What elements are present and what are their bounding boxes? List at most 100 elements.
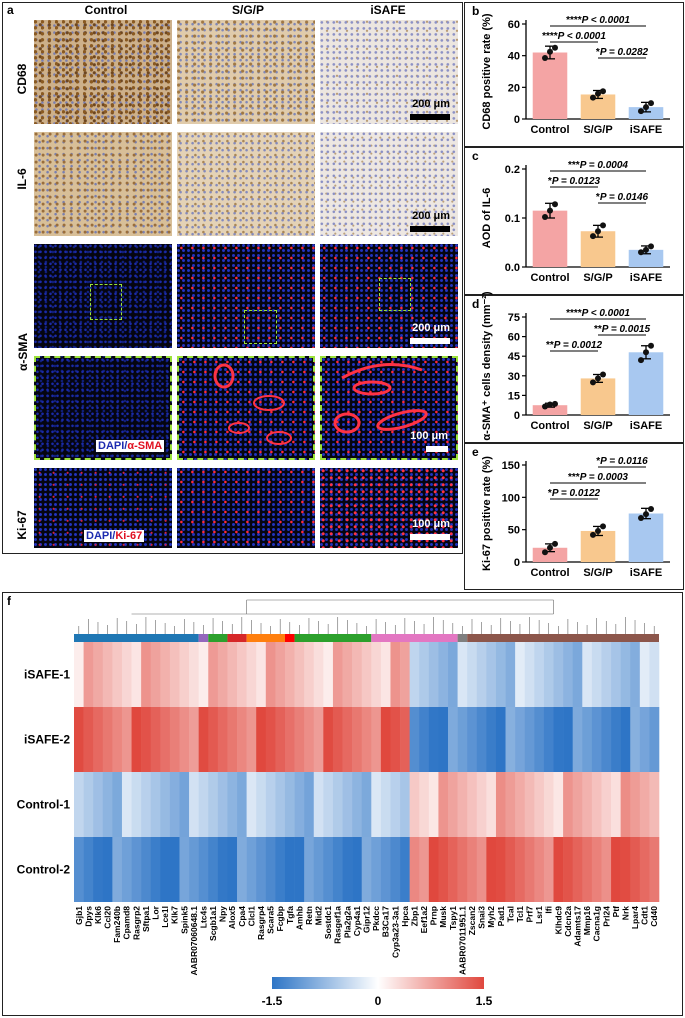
panel-label-b: b — [472, 4, 479, 18]
legend-asma-text: α-SMA — [127, 440, 163, 452]
data-point-e — [542, 549, 548, 556]
heatmap-column-label: Prf7 — [525, 906, 535, 923]
heatmap-column-label: Ltc4s — [198, 906, 208, 928]
scale-label-il6: 200 μm — [412, 210, 450, 222]
heatmap-cell — [93, 707, 104, 772]
heatmap-cell — [476, 772, 487, 837]
heatmap-cell — [361, 707, 372, 772]
heatmap-cell — [237, 772, 247, 837]
bar-d-1 — [580, 378, 616, 415]
heatmap-cell — [582, 642, 593, 707]
heatmap-cell — [409, 772, 420, 837]
heatmap-column-label: Lor — [151, 905, 161, 919]
heatmap-cell — [179, 772, 190, 837]
data-point-e — [638, 515, 644, 522]
heatmap-column-label: Npy — [218, 906, 228, 922]
scale-bar-ki67 — [410, 534, 450, 540]
heatmap-column-label: Gipr12 — [362, 906, 372, 933]
heatmap-cell — [371, 707, 382, 772]
data-point-e — [643, 511, 649, 518]
heatmap-cell — [495, 837, 506, 902]
heatmap-cell — [630, 772, 641, 837]
data-point-b — [638, 108, 644, 115]
heatmap-column-label: AABR07011951.1 — [457, 906, 467, 975]
cluster-bar — [246, 634, 285, 642]
heatmap-cell — [553, 642, 564, 707]
heatmap-column-label: Lce1l — [160, 906, 170, 928]
heatmap-cell — [208, 707, 219, 772]
significance-label-e: *P = 0.0116 — [596, 456, 648, 467]
heatmap-cell — [380, 707, 391, 772]
panel-a-frame — [2, 2, 463, 554]
x-tick-label-d: Control — [530, 420, 569, 432]
heatmap-cell — [505, 707, 516, 772]
vessel-overlay-sgp — [213, 363, 292, 445]
scale-label-asma-overview: 200 μm — [412, 322, 450, 334]
chart-panel-e: e 0 50 100 150 Ki-67 positive rate (%) Control… — [464, 443, 684, 590]
data-point-b — [552, 44, 558, 51]
heatmap-cell — [275, 707, 286, 772]
heatmap-cell — [198, 837, 209, 902]
significance-label-c: *P = 0.0146 — [596, 192, 649, 203]
heatmap-cell — [160, 772, 171, 837]
bar-b-0 — [532, 52, 568, 119]
heatmap-cell — [630, 642, 641, 707]
heatmap-cell — [189, 772, 199, 837]
data-point-d — [542, 403, 548, 410]
heatmap-column-label: Prl24 — [601, 906, 611, 927]
heatmap-column-label: Hpca — [400, 906, 410, 927]
heatmap-cell — [563, 642, 573, 707]
heatmap-cell — [601, 772, 612, 837]
heatmap-column-label: Cyp3a23-3a1 — [390, 906, 400, 958]
significance-label-b: ****P < 0.0001 — [542, 31, 606, 42]
heatmap-column-label: Clcl1 — [246, 906, 256, 927]
data-point-e — [648, 505, 654, 512]
heatmap-cell — [227, 707, 238, 772]
heatmap-cell — [169, 772, 180, 837]
heatmap-cell — [304, 642, 315, 707]
heatmap-column-label: Tcal — [505, 906, 515, 922]
chart-frame-d — [464, 295, 684, 443]
scale-label-asma-zoom: 100 μm — [410, 430, 448, 442]
heatmap-cell — [361, 642, 372, 707]
bar-e-2 — [628, 513, 664, 562]
heatmap-cell — [601, 837, 612, 902]
heatmap-cell — [563, 772, 573, 837]
y-tick-label-e: 100 — [502, 492, 520, 504]
heatmap-cell — [390, 837, 401, 902]
heatmap-cell — [400, 837, 410, 902]
scale-bar-asma-overview — [410, 338, 450, 344]
data-point-e — [600, 523, 606, 530]
heatmap-cell — [601, 707, 612, 772]
heatmap-cell — [601, 642, 612, 707]
heatmap-cell — [121, 642, 132, 707]
heatmap-cell — [543, 837, 554, 902]
heatmap-cell — [438, 642, 449, 707]
y-axis-label-b: CD68 positive rate (%) — [481, 13, 493, 129]
heatmap-cell — [237, 707, 247, 772]
y-tick-label-d: 60 — [508, 332, 520, 344]
x-tick-label-b: S/G/P — [583, 124, 612, 136]
bar-d-0 — [532, 405, 568, 415]
chart-frame-c — [464, 147, 684, 295]
heatmap-column-label: Cpamd8 — [122, 906, 132, 940]
heatmap-cell — [611, 642, 621, 707]
heatmap-cell — [553, 837, 564, 902]
heatmap-cell — [630, 707, 641, 772]
y-axis-label-c: AOD of IL-6 — [481, 188, 493, 249]
legend-dapi-text: DAPI/ — [98, 440, 128, 452]
heatmap-row-label: iSAFE-1 — [24, 668, 70, 682]
x-tick-label-c: iSAFE — [630, 272, 662, 284]
heatmap-cell — [246, 772, 257, 837]
heatmap-cell — [371, 642, 382, 707]
heatmap-cell — [102, 642, 113, 707]
heatmap-column-label: Amhb — [294, 906, 304, 930]
y-tick-label-c: 0.0 — [505, 262, 520, 274]
heatmap-cell — [169, 837, 180, 902]
heatmap-column-label: Musk — [438, 906, 448, 928]
heatmap-cell — [534, 837, 545, 902]
heatmap-cell — [304, 772, 315, 837]
y-tick-label-d: 15 — [508, 390, 520, 402]
heatmap-column-label: Cpa4 — [237, 906, 247, 927]
heatmap-cell — [256, 642, 267, 707]
